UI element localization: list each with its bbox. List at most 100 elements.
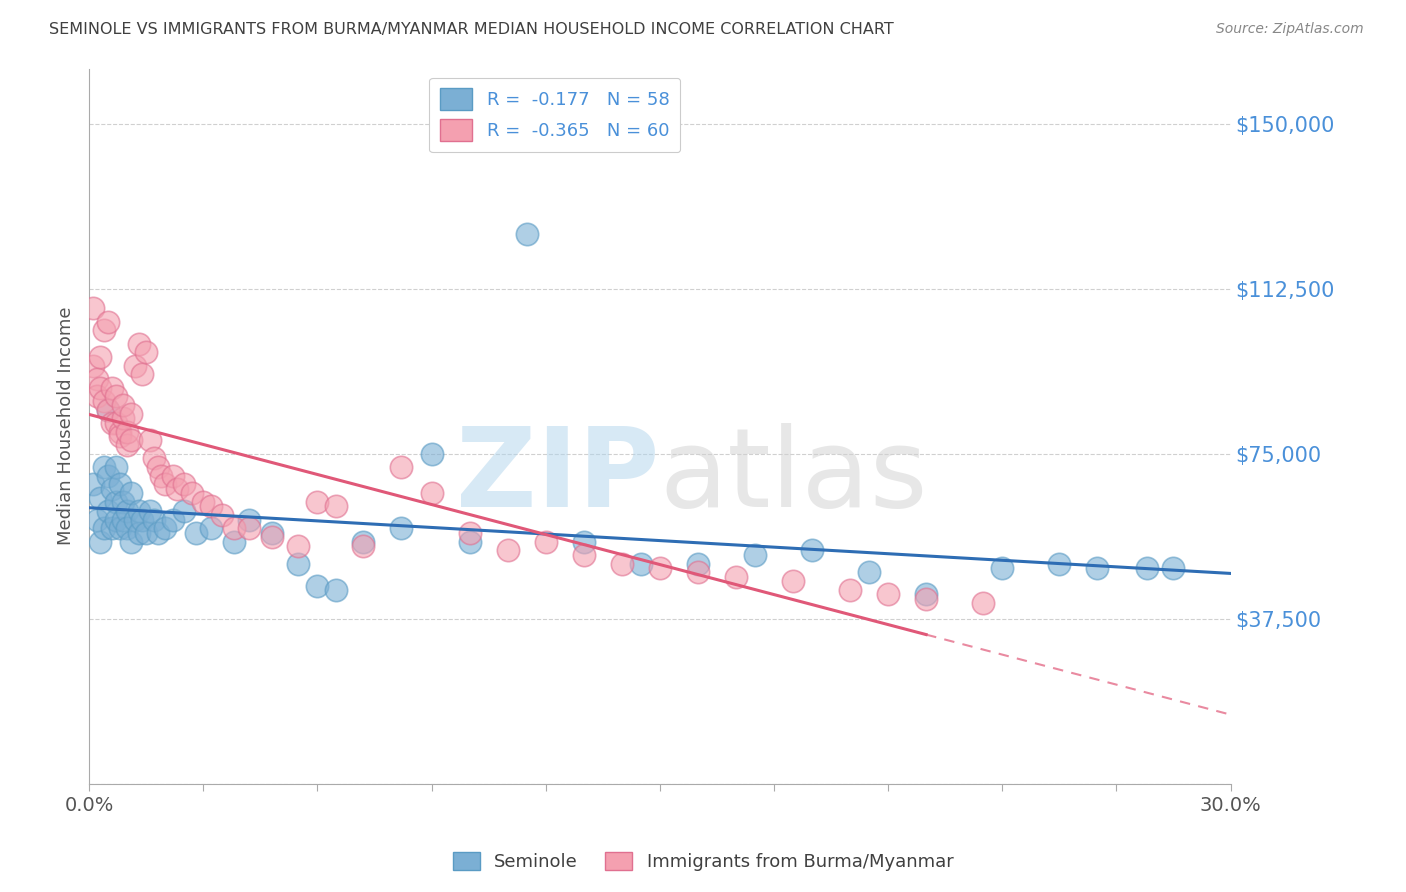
Point bbox=[128, 504, 150, 518]
Point bbox=[82, 359, 104, 373]
Point bbox=[112, 398, 135, 412]
Point bbox=[534, 534, 557, 549]
Point bbox=[101, 521, 124, 535]
Point bbox=[101, 482, 124, 496]
Point bbox=[287, 539, 309, 553]
Point bbox=[610, 557, 633, 571]
Point bbox=[97, 315, 120, 329]
Point bbox=[135, 345, 157, 359]
Point bbox=[420, 486, 443, 500]
Point bbox=[877, 587, 900, 601]
Point bbox=[1047, 557, 1070, 571]
Point bbox=[89, 491, 111, 505]
Point bbox=[108, 477, 131, 491]
Point bbox=[200, 500, 222, 514]
Text: Source: ZipAtlas.com: Source: ZipAtlas.com bbox=[1216, 22, 1364, 37]
Point bbox=[115, 425, 138, 439]
Text: SEMINOLE VS IMMIGRANTS FROM BURMA/MYANMAR MEDIAN HOUSEHOLD INCOME CORRELATION CH: SEMINOLE VS IMMIGRANTS FROM BURMA/MYANMA… bbox=[49, 22, 894, 37]
Point bbox=[686, 557, 709, 571]
Y-axis label: Median Household Income: Median Household Income bbox=[58, 307, 75, 545]
Point bbox=[458, 525, 481, 540]
Point bbox=[115, 504, 138, 518]
Point bbox=[458, 534, 481, 549]
Point bbox=[180, 486, 202, 500]
Point bbox=[173, 504, 195, 518]
Point bbox=[162, 513, 184, 527]
Point bbox=[153, 477, 176, 491]
Point bbox=[496, 543, 519, 558]
Text: atlas: atlas bbox=[659, 423, 928, 530]
Point bbox=[991, 561, 1014, 575]
Point bbox=[166, 482, 188, 496]
Point bbox=[115, 438, 138, 452]
Point bbox=[352, 534, 374, 549]
Point bbox=[108, 521, 131, 535]
Point bbox=[112, 513, 135, 527]
Point bbox=[139, 504, 162, 518]
Point bbox=[630, 557, 652, 571]
Point bbox=[972, 596, 994, 610]
Point bbox=[173, 477, 195, 491]
Point bbox=[915, 587, 938, 601]
Point bbox=[516, 227, 538, 241]
Point bbox=[146, 525, 169, 540]
Point bbox=[93, 393, 115, 408]
Point bbox=[260, 530, 283, 544]
Point bbox=[325, 583, 347, 598]
Point bbox=[112, 495, 135, 509]
Legend: R =  -0.177   N = 58, R =  -0.365   N = 60: R = -0.177 N = 58, R = -0.365 N = 60 bbox=[429, 78, 681, 153]
Point bbox=[325, 500, 347, 514]
Point bbox=[222, 521, 245, 535]
Point bbox=[101, 381, 124, 395]
Point bbox=[307, 495, 329, 509]
Point bbox=[420, 447, 443, 461]
Point bbox=[389, 521, 412, 535]
Point bbox=[97, 468, 120, 483]
Point bbox=[724, 570, 747, 584]
Point bbox=[89, 381, 111, 395]
Point bbox=[112, 411, 135, 425]
Point bbox=[128, 336, 150, 351]
Point bbox=[686, 566, 709, 580]
Point bbox=[139, 434, 162, 448]
Point bbox=[104, 416, 127, 430]
Point bbox=[1085, 561, 1108, 575]
Point bbox=[104, 513, 127, 527]
Point bbox=[572, 534, 595, 549]
Point bbox=[915, 591, 938, 606]
Point bbox=[104, 495, 127, 509]
Point bbox=[108, 425, 131, 439]
Point bbox=[287, 557, 309, 571]
Point bbox=[89, 534, 111, 549]
Point bbox=[120, 434, 142, 448]
Point bbox=[782, 574, 804, 589]
Point bbox=[101, 416, 124, 430]
Point bbox=[352, 539, 374, 553]
Point bbox=[142, 513, 165, 527]
Point bbox=[1136, 561, 1159, 575]
Point bbox=[146, 459, 169, 474]
Point bbox=[200, 521, 222, 535]
Point bbox=[153, 521, 176, 535]
Point bbox=[108, 429, 131, 443]
Point bbox=[142, 451, 165, 466]
Point bbox=[131, 513, 153, 527]
Point bbox=[238, 521, 260, 535]
Point bbox=[120, 407, 142, 421]
Point bbox=[648, 561, 671, 575]
Point bbox=[744, 548, 766, 562]
Point bbox=[115, 521, 138, 535]
Point bbox=[162, 468, 184, 483]
Point bbox=[260, 525, 283, 540]
Point bbox=[86, 372, 108, 386]
Point bbox=[801, 543, 824, 558]
Point bbox=[93, 323, 115, 337]
Point bbox=[839, 583, 862, 598]
Point bbox=[307, 579, 329, 593]
Point bbox=[97, 504, 120, 518]
Point bbox=[86, 513, 108, 527]
Point bbox=[120, 534, 142, 549]
Point bbox=[93, 521, 115, 535]
Point bbox=[89, 350, 111, 364]
Point bbox=[1163, 561, 1185, 575]
